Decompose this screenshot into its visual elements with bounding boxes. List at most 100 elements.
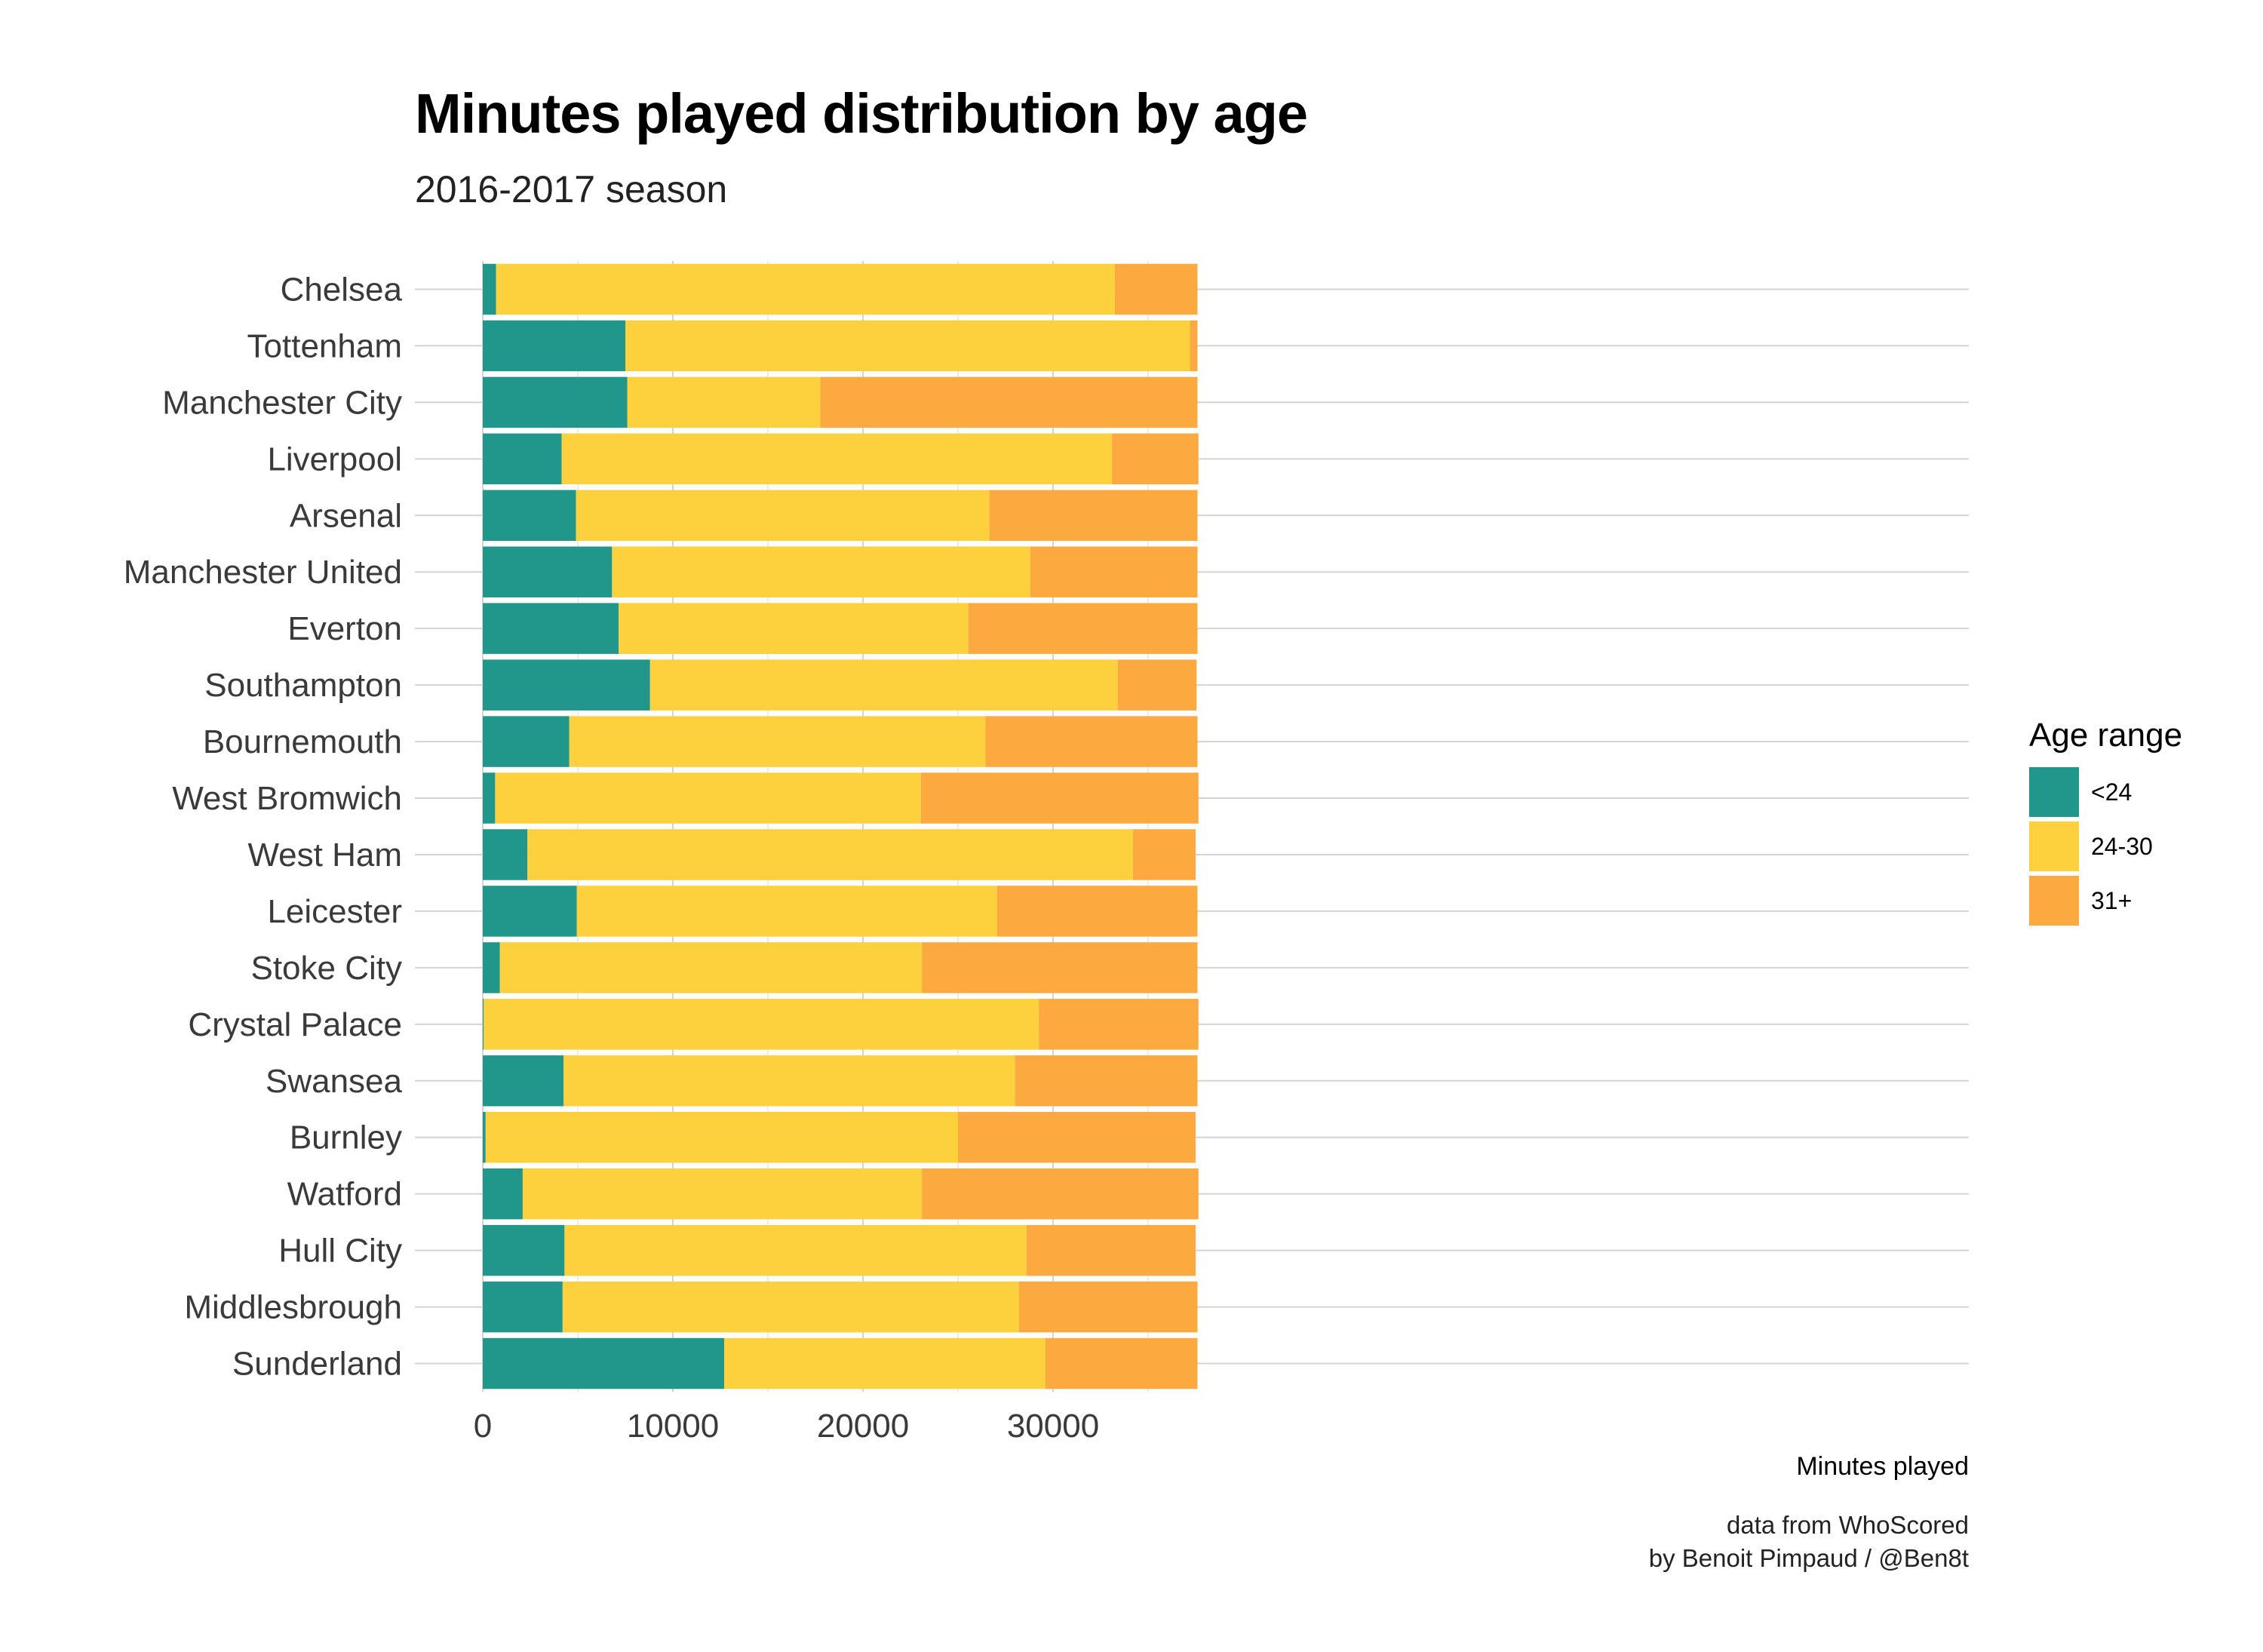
- legend-title: Age range: [2029, 717, 2182, 754]
- legend-label-under-24: <24: [2091, 778, 2132, 806]
- category-label-hull-city: Hull City: [278, 1233, 402, 1270]
- bar-manchester-united-31-plus: [1030, 546, 1198, 597]
- grid-lines: [415, 261, 1969, 1392]
- bar-sunderland-24-30: [724, 1338, 1046, 1389]
- bar-watford-24-30: [523, 1168, 922, 1219]
- bar-arsenal-under-24: [483, 490, 576, 541]
- bar-manchester-city-under-24: [483, 377, 628, 428]
- bar-hull-city-under-24: [483, 1225, 564, 1276]
- bar-stoke-city-24-30: [500, 942, 922, 993]
- bar-arsenal-24-30: [576, 490, 989, 541]
- category-label-sunderland: Sunderland: [232, 1346, 402, 1383]
- bar-bournemouth-24-30: [570, 716, 986, 766]
- x-tick-labels: 0 10000 20000 30000: [474, 1408, 1099, 1445]
- category-label-chelsea: Chelsea: [281, 271, 403, 308]
- bar-middlesbrough-24-30: [563, 1282, 1019, 1332]
- bar-everton-under-24: [483, 603, 619, 653]
- category-label-crystal-palace: Crystal Palace: [188, 1006, 402, 1043]
- bar-liverpool-24-30: [562, 434, 1113, 484]
- bar-stoke-city-under-24: [483, 942, 500, 993]
- category-label-burnley: Burnley: [290, 1119, 402, 1156]
- category-label-west-ham: West Ham: [247, 837, 402, 874]
- bar-leicester-under-24: [483, 886, 577, 936]
- bar-sunderland-31-plus: [1046, 1338, 1198, 1389]
- bar-chelsea-under-24: [483, 264, 496, 315]
- legend-item-under-24: <24: [2029, 765, 2182, 819]
- bar-west-ham-31-plus: [1133, 829, 1196, 880]
- bar-bournemouth-under-24: [483, 716, 570, 766]
- category-label-everton: Everton: [287, 610, 402, 647]
- legend-swatch-31-plus: [2029, 876, 2079, 926]
- bar-southampton-24-30: [650, 659, 1118, 710]
- bar-manchester-united-24-30: [612, 546, 1030, 597]
- bar-chelsea-31-plus: [1115, 264, 1198, 315]
- bar-watford-31-plus: [922, 1168, 1199, 1219]
- legend-item-24-30: 24-30: [2029, 819, 2182, 874]
- bar-leicester-31-plus: [997, 886, 1198, 936]
- bar-burnley-under-24: [483, 1112, 486, 1162]
- bar-tottenham-31-plus: [1190, 321, 1197, 371]
- category-label-southampton: Southampton: [204, 667, 402, 704]
- category-label-arsenal: Arsenal: [290, 497, 402, 534]
- bar-bournemouth-31-plus: [986, 716, 1198, 766]
- bar-swansea-31-plus: [1015, 1055, 1198, 1106]
- legend: Age range <24 24-30 31+: [2029, 717, 2182, 928]
- bar-watford-under-24: [483, 1168, 523, 1219]
- category-label-liverpool: Liverpool: [267, 441, 402, 477]
- x-tick-label: 30000: [1007, 1408, 1099, 1445]
- bar-crystal-palace-under-24: [483, 999, 484, 1049]
- bar-west-bromwich-under-24: [483, 772, 495, 823]
- bar-stoke-city-31-plus: [922, 942, 1197, 993]
- bar-manchester-city-24-30: [628, 377, 821, 428]
- category-label-leicester: Leicester: [267, 893, 402, 930]
- category-label-tottenham: Tottenham: [247, 327, 402, 364]
- bar-liverpool-31-plus: [1112, 434, 1199, 484]
- x-tick-label: 0: [474, 1408, 492, 1445]
- caption: data from WhoScored by Benoit Pimpaud / …: [1649, 1509, 1969, 1575]
- category-label-bournemouth: Bournemouth: [203, 723, 402, 760]
- bar-hull-city-24-30: [564, 1225, 1026, 1276]
- bar-arsenal-31-plus: [990, 490, 1198, 541]
- bar-burnley-24-30: [486, 1112, 958, 1162]
- legend-swatch-24-30: [2029, 821, 2079, 871]
- bar-manchester-united-under-24: [483, 546, 612, 597]
- bar-liverpool-under-24: [483, 434, 562, 484]
- bars: [483, 264, 1199, 1389]
- category-label-swansea: Swansea: [266, 1063, 403, 1100]
- x-tick-label: 20000: [817, 1408, 909, 1445]
- x-tick-label: 10000: [627, 1408, 719, 1445]
- bar-swansea-24-30: [563, 1055, 1015, 1106]
- bar-tottenham-24-30: [625, 321, 1190, 371]
- bar-manchester-city-31-plus: [820, 377, 1197, 428]
- bar-west-ham-24-30: [527, 829, 1133, 880]
- category-label-stoke-city: Stoke City: [250, 950, 402, 987]
- bar-west-ham-under-24: [483, 829, 527, 880]
- bar-southampton-31-plus: [1118, 659, 1197, 710]
- bar-everton-24-30: [619, 603, 969, 653]
- bar-sunderland-under-24: [483, 1338, 724, 1389]
- category-label-middlesbrough: Middlesbrough: [184, 1289, 402, 1326]
- category-label-manchester-city: Manchester City: [162, 384, 402, 421]
- x-axis-title: Minutes played: [1796, 1452, 1969, 1481]
- legend-label-31-plus: 31+: [2091, 887, 2132, 915]
- bar-swansea-under-24: [483, 1055, 563, 1106]
- bar-tottenham-under-24: [483, 321, 625, 371]
- caption-source: data from WhoScored: [1649, 1509, 1969, 1542]
- bar-crystal-palace-31-plus: [1039, 999, 1199, 1049]
- bar-middlesbrough-under-24: [483, 1282, 563, 1332]
- category-label-watford: Watford: [287, 1176, 402, 1213]
- bar-middlesbrough-31-plus: [1019, 1282, 1198, 1332]
- bar-west-bromwich-24-30: [495, 772, 920, 823]
- bar-southampton-under-24: [483, 659, 650, 710]
- legend-item-31-plus: 31+: [2029, 874, 2182, 928]
- bar-chelsea-24-30: [496, 264, 1115, 315]
- legend-swatch-under-24: [2029, 767, 2079, 817]
- bar-hull-city-31-plus: [1027, 1225, 1196, 1276]
- bar-burnley-31-plus: [958, 1112, 1196, 1162]
- bar-west-bromwich-31-plus: [921, 772, 1199, 823]
- category-label-west-bromwich: West Bromwich: [172, 780, 402, 817]
- caption-author: by Benoit Pimpaud / @Ben8t: [1649, 1542, 1969, 1575]
- category-labels: Chelsea Tottenham Manchester City Liverpool…: [124, 271, 403, 1382]
- bar-leicester-24-30: [577, 886, 997, 936]
